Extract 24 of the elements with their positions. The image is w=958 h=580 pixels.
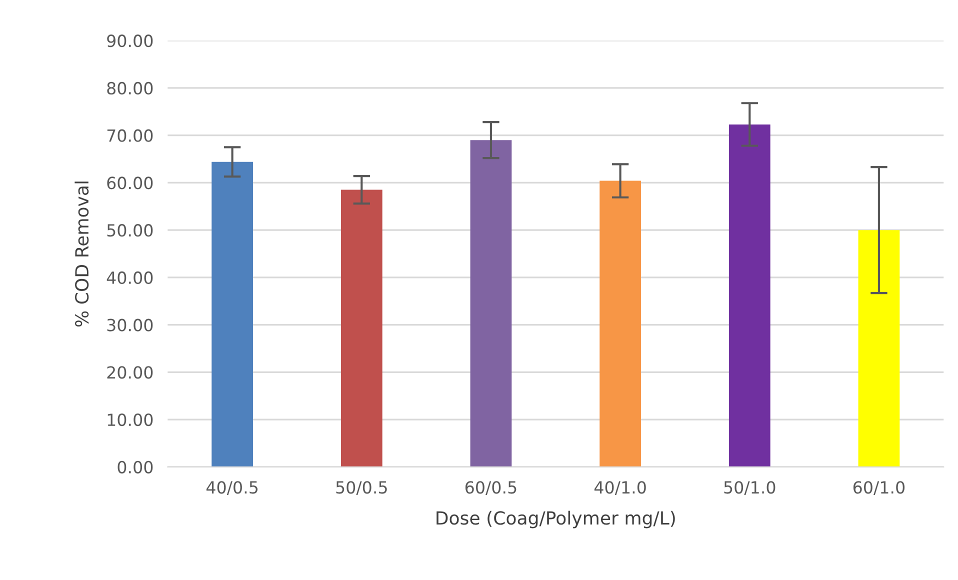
- x-tick-label: 50/1.0: [724, 481, 776, 495]
- bar: [470, 140, 512, 467]
- y-axis-title: % COD Removal: [74, 182, 89, 327]
- y-tick-label: 60.00: [107, 176, 153, 190]
- bar: [728, 124, 770, 467]
- x-tick-label: 40/0.5: [206, 481, 258, 495]
- bar: [600, 180, 641, 467]
- y-tick-label: 90.00: [107, 34, 153, 48]
- y-tick-label: 0.00: [118, 460, 153, 474]
- bar: [212, 162, 254, 467]
- x-axis-title: Dose (Coag/Polymer mg/L): [436, 510, 675, 528]
- x-tick-label: 60/1.0: [853, 481, 905, 495]
- bar: [340, 190, 382, 467]
- y-tick-label: 10.00: [108, 413, 153, 426]
- y-tick-label: 40.00: [106, 271, 153, 284]
- y-tick-label: 20.00: [107, 366, 153, 379]
- x-tick-label: 50/0.5: [336, 481, 387, 495]
- y-tick-label: 70.00: [107, 129, 153, 142]
- y-tick-label: 30.00: [107, 318, 153, 332]
- x-tick-label: 40/1.0: [594, 481, 646, 495]
- y-tick-label: 80.00: [107, 82, 153, 95]
- x-tick-label: 60/0.5: [465, 481, 516, 495]
- y-tick-label: 50.00: [107, 224, 153, 237]
- bar: [858, 230, 900, 467]
